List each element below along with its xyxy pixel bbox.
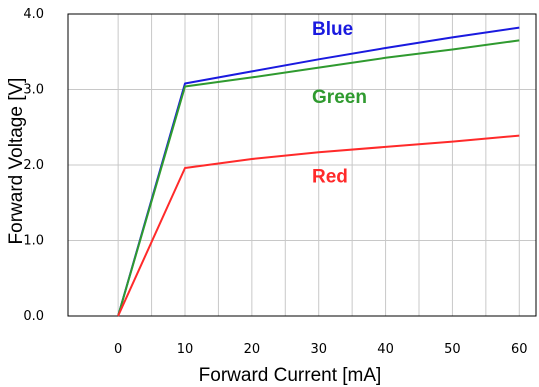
series-label-red: Red	[312, 166, 348, 187]
x-tick-label: 30	[310, 342, 327, 357]
y-tick-label: 3.0	[23, 83, 44, 98]
y-tick-label: 2.0	[23, 158, 44, 173]
y-tick-label: 1.0	[23, 234, 44, 249]
series-line-blue	[117, 26, 520, 317]
x-tick-label: 20	[244, 342, 261, 357]
y-axis-title: Forward Voltage [V]	[6, 78, 27, 245]
x-tick-label: 40	[377, 342, 394, 357]
x-axis-title: Forward Current [mA]	[199, 365, 382, 386]
y-tick-labels: 0.0 1.0 2.0 3.0 4.0	[23, 7, 44, 324]
x-tick-labels: 0 10 20 30 40 50 60	[114, 342, 528, 357]
series-labels: Blue Green Red	[312, 19, 367, 187]
series-line-green	[117, 39, 520, 317]
gridlines	[68, 14, 536, 316]
x-tick-label: 10	[177, 342, 194, 357]
x-tick-label: 50	[444, 342, 461, 357]
x-tick-label: 60	[511, 342, 528, 357]
series-label-green: Green	[312, 87, 367, 108]
series-line-red	[117, 134, 520, 317]
series-label-blue: Blue	[312, 19, 353, 40]
y-tick-label: 0.0	[23, 309, 44, 324]
plot-frame	[67, 13, 537, 317]
series-lines	[117, 26, 520, 317]
y-tick-label: 4.0	[23, 7, 44, 22]
x-tick-label: 0	[114, 342, 122, 357]
